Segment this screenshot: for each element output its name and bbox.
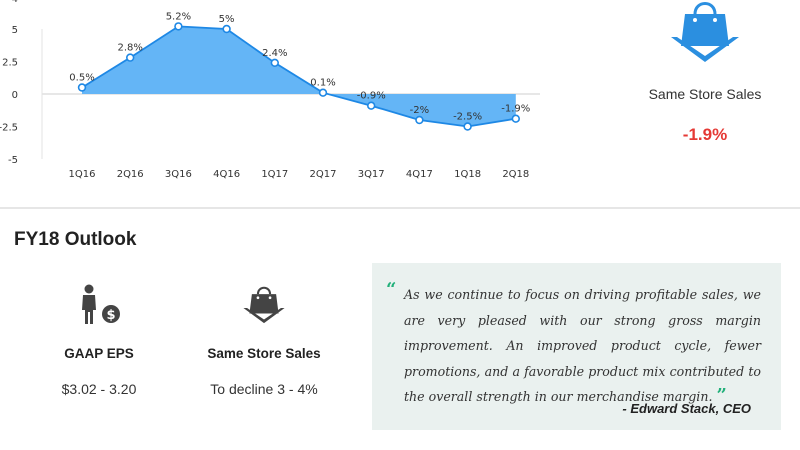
data-label: 2.4% xyxy=(262,48,287,59)
y-tick-label: 0 xyxy=(12,90,18,101)
shopping-bag-icon xyxy=(671,2,739,62)
open-quote-icon: “ xyxy=(386,279,397,300)
y-tick-label: -2.5 xyxy=(0,123,18,134)
data-point xyxy=(77,83,87,92)
kpi-label: Same Store Sales xyxy=(648,86,762,102)
person-dollar-icon: $ xyxy=(82,284,120,324)
x-tick-label: 3Q17 xyxy=(358,169,385,180)
x-tick-label: 3Q16 xyxy=(165,169,192,180)
y-tick-label: 5 xyxy=(12,25,18,36)
data-point xyxy=(222,24,231,34)
outlook-title: FY18 Outlook xyxy=(14,229,137,250)
sales-growth-chart: 5 2.5 0 -2.5 -5 4 1Q16 2Q16 3Q16 4Q16 1Q17 2Q17 3Q1… xyxy=(0,0,540,180)
data-point xyxy=(125,53,135,62)
data-point xyxy=(463,122,472,131)
data-point xyxy=(174,22,183,31)
data-label: -2% xyxy=(410,105,429,116)
section-divider xyxy=(0,207,800,209)
y-tick-label: -5 xyxy=(8,155,18,166)
shopping-bag-icon xyxy=(243,286,285,324)
data-point xyxy=(367,101,376,110)
x-tick-label: 2Q16 xyxy=(117,169,144,180)
x-tick-label: 1Q18 xyxy=(454,169,481,180)
positive-area-fill xyxy=(82,26,328,94)
y-tick-label: 2.5 xyxy=(2,58,18,69)
close-quote-icon: ” xyxy=(716,385,727,406)
gaap-eps-metric: $ GAAP EPS $3.02 - 3.20 xyxy=(24,282,174,397)
eps-value: $3.02 - 3.20 xyxy=(61,381,137,397)
x-tick-label: 2Q17 xyxy=(310,169,337,180)
data-label: 5% xyxy=(219,14,235,25)
y-tick-label-top: 4 xyxy=(12,0,18,5)
data-point xyxy=(511,114,520,123)
x-tick-label: 4Q17 xyxy=(406,169,433,180)
same-store-sales-kpi: Same Store Sales -1.9% xyxy=(620,0,790,190)
quote-body: As we continue to focus on driving profi… xyxy=(404,287,761,404)
data-point xyxy=(415,115,424,125)
sss-label: Same Store Sales xyxy=(207,346,321,361)
quote-text: As we continue to focus on driving profi… xyxy=(404,282,761,410)
data-label: 2.8% xyxy=(117,43,142,54)
x-tick-label: 2Q18 xyxy=(502,169,529,180)
eps-label: GAAP EPS xyxy=(64,346,134,361)
series-line xyxy=(81,25,516,128)
data-label: -2.5% xyxy=(453,112,482,123)
ceo-quote: “ As we continue to focus on driving pro… xyxy=(372,263,781,430)
data-label: 5.2% xyxy=(166,11,191,22)
quote-author: - Edward Stack, CEO xyxy=(622,401,751,416)
x-tick-label: 1Q17 xyxy=(261,169,288,180)
data-label: -0.9% xyxy=(357,91,386,102)
svg-text:$: $ xyxy=(106,308,115,323)
x-tick-label: 4Q16 xyxy=(213,169,240,180)
sss-value: To decline 3 - 4% xyxy=(210,381,318,397)
kpi-value: -1.9% xyxy=(682,125,728,144)
data-point xyxy=(270,58,279,67)
data-point xyxy=(318,88,328,97)
negative-area-fill xyxy=(327,94,516,127)
data-label: -1.9% xyxy=(501,104,530,115)
same-store-sales-metric: Same Store Sales To decline 3 - 4% xyxy=(189,282,339,397)
data-label: 0.1% xyxy=(310,78,335,89)
data-label: 0.5% xyxy=(69,73,94,84)
x-tick-label: 1Q16 xyxy=(69,169,96,180)
